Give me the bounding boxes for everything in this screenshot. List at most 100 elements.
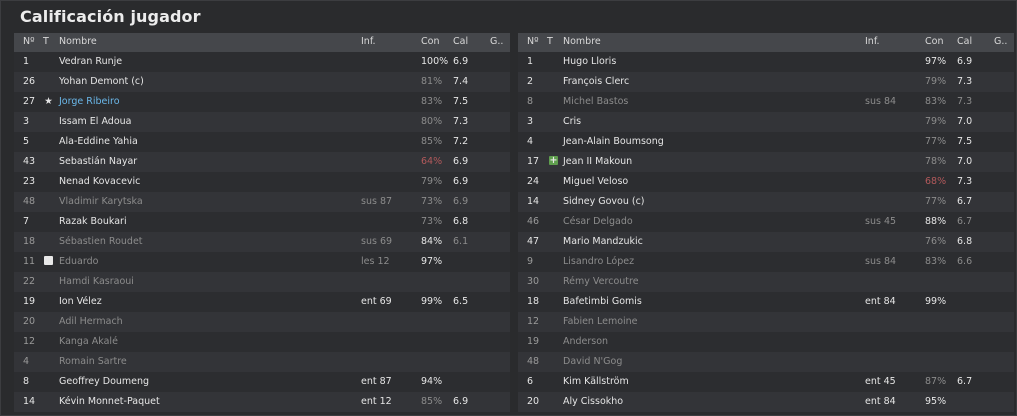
player-condition: 73% [421,196,443,207]
col-header-g[interactable]: G.. [490,36,504,47]
player-row[interactable]: 17 Jean II Makoun 78% 7.0 + [518,152,1014,172]
player-row[interactable]: 12 Kanga Akalé [14,332,510,352]
player-row[interactable]: 6 Kim Källström ent 45 87% 6.7 [518,372,1014,392]
player-rating: 7.3 [453,116,469,127]
player-number: 43 [23,156,36,167]
player-row[interactable]: 7 Razak Boukari 73% 6.8 [14,212,510,232]
player-row[interactable]: 20 Aly Cissokho ent 84 95% [518,392,1014,412]
player-row[interactable]: 23 Nenad Kovacevic 79% 6.9 [14,172,510,192]
player-name[interactable]: Hamdi Kasraoui [59,276,134,287]
player-name[interactable]: Fabien Lemoine [563,316,638,327]
player-row[interactable]: 46 César Delgado sus 45 88% 6.7 [518,212,1014,232]
player-name[interactable]: Miguel Veloso [563,176,629,187]
player-condition: 79% [421,176,443,187]
player-name[interactable]: David N'Gog [563,356,623,367]
player-name[interactable]: Anderson [563,336,609,347]
col-header-g[interactable]: G.. [994,36,1008,47]
player-name[interactable]: Nenad Kovacevic [59,176,141,187]
player-name[interactable]: Sebastián Nayar [59,156,138,167]
player-row[interactable]: 48 Vladimir Karytska sus 87 73% 6.9 [14,192,510,212]
player-name[interactable]: Yohan Demont (c) [59,76,144,87]
player-name[interactable]: Razak Boukari [59,216,127,227]
col-header-con[interactable]: Con [925,36,944,47]
player-row[interactable]: 8 Geoffrey Doumeng ent 87 94% [14,372,510,392]
player-name[interactable]: Jorge Ribeiro [59,96,120,107]
col-header-name[interactable]: Nombre [563,36,601,47]
player-name[interactable]: Kim Källström [563,376,629,387]
player-rating: 6.9 [453,176,469,187]
col-header-num[interactable]: Nº [23,36,35,47]
player-name[interactable]: Kanga Akalé [59,336,118,347]
player-row[interactable]: 43 Sebastián Nayar 64% 6.9 [14,152,510,172]
player-rating: 6.9 [453,196,469,207]
player-name[interactable]: Geoffrey Doumeng [59,376,150,387]
player-name[interactable]: Eduardo [59,256,99,267]
player-row[interactable]: 2 François Clerc 79% 7.3 [518,72,1014,92]
player-number: 7 [23,216,30,227]
player-row[interactable]: 8 Michel Bastos sus 84 83% 7.3 [518,92,1014,112]
player-row[interactable]: 11 Eduardo les 12 97% + [14,252,510,272]
player-row[interactable]: 20 Adil Hermach [14,312,510,332]
player-row[interactable]: 22 Hamdi Kasraoui [14,272,510,292]
col-header-name[interactable]: Nombre [59,36,97,47]
col-header-inf[interactable]: Inf. [361,36,376,47]
player-number: 23 [23,176,36,187]
player-name[interactable]: Sidney Govou (c) [563,196,645,207]
player-row[interactable]: 1 Hugo Lloris 97% 6.9 [518,52,1014,72]
player-row[interactable]: 47 Mario Mandzukic 76% 6.8 [518,232,1014,252]
player-row[interactable]: 30 Rémy Vercoutre [518,272,1014,292]
col-header-t[interactable]: T [547,36,553,47]
player-row[interactable]: 3 Cris 79% 7.0 [518,112,1014,132]
player-name[interactable]: Hugo Lloris [563,56,617,67]
col-header-t[interactable]: T [43,36,49,47]
player-row[interactable]: 19 Anderson [518,332,1014,352]
player-number: 19 [23,296,36,307]
player-row[interactable]: 12 Fabien Lemoine [518,312,1014,332]
player-row[interactable]: 48 David N'Gog [518,352,1014,372]
player-row[interactable]: 24 Miguel Veloso 68% 7.3 [518,172,1014,192]
player-name[interactable]: Ala-Eddine Yahia [59,136,138,147]
player-row[interactable]: 14 Sidney Govou (c) 77% 6.7 [518,192,1014,212]
player-name[interactable]: Vedran Runje [59,56,123,67]
col-header-num[interactable]: Nº [527,36,539,47]
player-name[interactable]: Jean II Makoun [563,156,633,167]
player-name[interactable]: Jean-Alain Boumsong [563,136,664,147]
player-info: sus 69 [361,236,393,247]
player-name[interactable]: Cris [563,116,582,127]
player-name[interactable]: Aly Cissokho [563,396,624,407]
player-row[interactable]: 18 Bafetimbi Gomis ent 84 99% [518,292,1014,312]
player-number: 20 [527,396,540,407]
player-row[interactable]: 14 Kévin Monnet-Paquet ent 12 85% 6.9 [14,392,510,412]
player-name[interactable]: François Clerc [563,76,630,87]
player-name[interactable]: Adil Hermach [59,316,123,327]
player-name[interactable]: Michel Bastos [563,96,629,107]
player-name[interactable]: César Delgado [563,216,633,227]
player-name[interactable]: Mario Mandzukic [563,236,643,247]
player-row[interactable]: 19 Ion Vélez ent 69 99% 6.5 [14,292,510,312]
player-row[interactable]: 3 Issam El Adoua 80% 7.3 [14,112,510,132]
player-row[interactable]: 4 Romain Sartre [14,352,510,372]
player-row[interactable]: 27 Jorge Ribeiro 83% 7.5 ★ [14,92,510,112]
player-row[interactable]: 1 Vedran Runje 100% 6.9 [14,52,510,72]
player-name[interactable]: Lisandro López [563,256,635,267]
player-row[interactable]: 5 Ala-Eddine Yahia 85% 7.2 [14,132,510,152]
player-row[interactable]: 9 Lisandro López sus 84 83% 6.6 [518,252,1014,272]
col-header-cal[interactable]: Cal [957,36,973,47]
player-name[interactable]: Kévin Monnet-Paquet [59,396,160,407]
player-row[interactable]: 18 Sébastien Roudet sus 69 84% 6.1 [14,232,510,252]
player-row[interactable]: 26 Yohan Demont (c) 81% 7.4 [14,72,510,92]
player-number: 8 [23,376,30,387]
player-name[interactable]: Bafetimbi Gomis [563,296,642,307]
player-name[interactable]: Rémy Vercoutre [563,276,639,287]
player-number: 24 [527,176,540,187]
player-row[interactable]: 4 Jean-Alain Boumsong 77% 7.5 [518,132,1014,152]
player-name[interactable]: Vladimir Karytska [59,196,143,207]
player-name[interactable]: Romain Sartre [59,356,127,367]
player-name[interactable]: Issam El Adoua [59,116,132,127]
player-name[interactable]: Ion Vélez [59,296,102,307]
col-header-inf[interactable]: Inf. [865,36,880,47]
player-name[interactable]: Sébastien Roudet [59,236,143,247]
player-condition: 83% [421,96,443,107]
col-header-cal[interactable]: Cal [453,36,469,47]
col-header-con[interactable]: Con [421,36,440,47]
